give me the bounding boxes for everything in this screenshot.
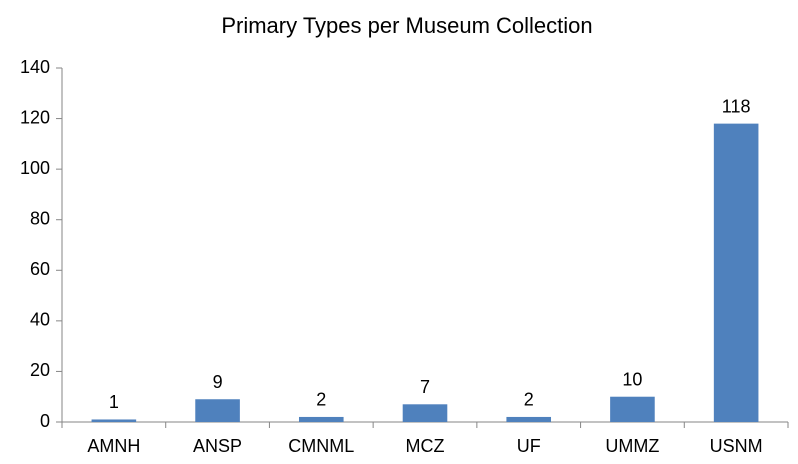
x-tick-label: CMNML	[288, 436, 354, 456]
y-tick-label: 40	[30, 310, 50, 330]
chart-title: Primary Types per Museum Collection	[221, 13, 592, 38]
y-tick-label: 100	[20, 158, 50, 178]
data-label: 9	[213, 372, 223, 392]
bar	[610, 396, 655, 422]
bar	[195, 399, 240, 422]
y-tick-label: 120	[20, 107, 50, 127]
x-tick-label: UF	[517, 436, 541, 456]
x-tick-label: USNM	[710, 436, 763, 456]
data-label: 2	[316, 390, 326, 410]
bar	[713, 123, 759, 422]
y-tick-label: 0	[40, 411, 50, 431]
x-tick-label: UMMZ	[605, 436, 659, 456]
bar	[506, 416, 552, 422]
bar	[402, 404, 448, 422]
data-label: 118	[722, 96, 751, 116]
x-tick-label: ANSP	[193, 436, 242, 456]
x-tick-label: MCZ	[406, 436, 445, 456]
y-tick-label: 20	[30, 360, 50, 380]
bar	[91, 419, 137, 422]
data-label: 7	[420, 377, 430, 397]
y-tick-label: 140	[20, 57, 50, 77]
data-label: 2	[524, 390, 534, 410]
data-label: 10	[622, 369, 642, 389]
y-tick-label: 80	[30, 208, 50, 228]
bar	[298, 416, 344, 422]
y-tick-label: 60	[30, 259, 50, 279]
data-label: 1	[109, 392, 119, 412]
x-tick-label: AMNH	[87, 436, 140, 456]
